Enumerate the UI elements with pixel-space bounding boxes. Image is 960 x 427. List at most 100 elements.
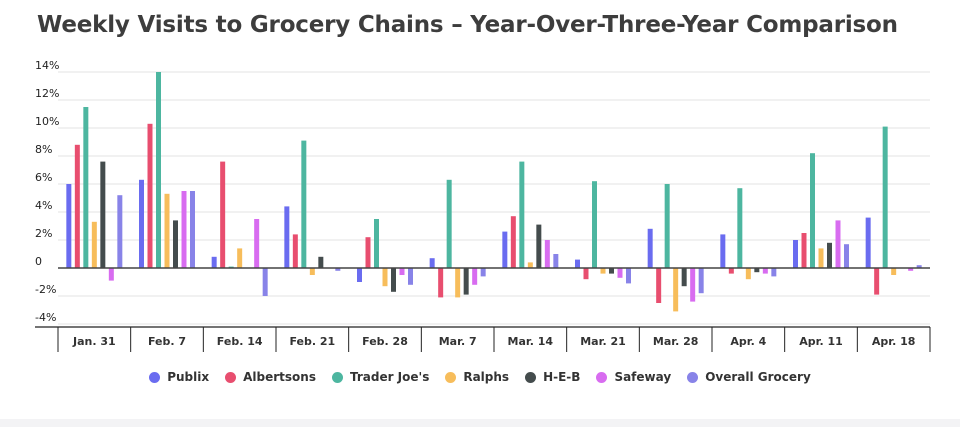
bar-ralphs xyxy=(382,268,388,287)
x-category-label: Jan. 31 xyxy=(72,335,116,348)
bar-overall-grocery xyxy=(844,244,849,268)
legend-swatch xyxy=(225,371,237,383)
bar-publix xyxy=(66,184,72,268)
bar-safeway xyxy=(399,268,405,275)
bar-h-e-b xyxy=(681,268,687,287)
bar-safeway xyxy=(617,268,623,278)
bar-ralphs xyxy=(818,248,824,268)
bar-trader-joe-s xyxy=(882,126,888,268)
legend-label: Ralphs xyxy=(463,370,510,384)
legend-swatch xyxy=(445,371,457,383)
bar-albertsons xyxy=(147,123,153,268)
bar-overall-grocery xyxy=(117,195,123,268)
bar-albertsons xyxy=(801,233,807,268)
bar-chart: 14% 12% 10% 8% 6% 4% 2% 0 -2% -4% Jan. 31 Feb. 7 Fe… xyxy=(35,59,931,352)
bar-overall-grocery xyxy=(698,268,704,294)
x-category-label: Apr. 4 xyxy=(730,335,766,348)
bar-albertsons xyxy=(656,268,662,303)
bar-overall-grocery xyxy=(335,268,341,271)
bar-safeway xyxy=(181,191,187,268)
bar-ralphs xyxy=(455,268,461,298)
bar-h-e-b xyxy=(173,220,178,268)
x-category-label: Mar. 7 xyxy=(439,335,477,348)
bar-albertsons xyxy=(438,268,444,298)
axes xyxy=(35,267,931,352)
bar-publix xyxy=(865,217,871,268)
legend-item: Overall Grocery xyxy=(687,370,811,384)
bars xyxy=(66,72,922,312)
bar-h-e-b xyxy=(100,161,106,268)
legend-swatch xyxy=(149,371,161,383)
x-category-label: Apr. 18 xyxy=(872,335,916,348)
bar-albertsons xyxy=(220,161,226,268)
x-category-label: Feb. 14 xyxy=(217,335,263,348)
bar-safeway xyxy=(108,268,114,281)
x-category-label: Feb. 7 xyxy=(148,335,186,348)
x-category-label: Mar. 28 xyxy=(653,335,699,348)
bar-ralphs xyxy=(745,268,751,280)
bar-publix xyxy=(139,179,144,268)
legend-label: H-E-B xyxy=(543,370,581,384)
y-tick-label: 10% xyxy=(35,115,59,128)
bar-albertsons xyxy=(510,216,516,268)
bar-overall-grocery xyxy=(262,268,268,296)
bar-ralphs xyxy=(164,193,170,268)
bar-albertsons xyxy=(365,237,371,268)
y-tick-label: 12% xyxy=(35,87,59,100)
bar-overall-grocery xyxy=(916,265,922,268)
bar-albertsons xyxy=(292,234,298,268)
bar-safeway xyxy=(254,219,260,268)
legend-swatch xyxy=(596,371,608,383)
bar-h-e-b xyxy=(827,242,832,268)
bar-publix xyxy=(211,256,217,268)
bar-publix xyxy=(647,228,653,268)
legend-item: Ralphs xyxy=(445,370,509,384)
y-tick-label: -4% xyxy=(35,311,56,324)
bar-trader-joe-s xyxy=(592,181,597,268)
bar-publix xyxy=(793,240,798,268)
bar-trader-joe-s xyxy=(374,219,379,268)
bar-publix xyxy=(357,268,362,282)
legend-swatch xyxy=(525,371,537,383)
bar-overall-grocery xyxy=(626,268,631,284)
bar-trader-joe-s xyxy=(301,140,307,268)
bar-publix xyxy=(429,258,435,268)
bar-ralphs xyxy=(891,268,897,275)
x-category-label: Feb. 28 xyxy=(362,335,408,348)
bar-ralphs xyxy=(309,268,315,275)
bar-trader-joe-s xyxy=(446,179,452,268)
bar-publix xyxy=(575,259,580,268)
x-category-label: Mar. 14 xyxy=(508,335,554,348)
bar-safeway xyxy=(835,220,841,268)
bar-trader-joe-s xyxy=(83,107,89,268)
bar-trader-joe-s xyxy=(664,184,670,268)
legend-item: H-E-B xyxy=(525,370,580,384)
bar-ralphs xyxy=(673,268,679,312)
bar-h-e-b xyxy=(754,268,760,273)
legend: Publix Albertsons Trader Joe's Ralphs H-E-B S… xyxy=(0,370,960,384)
y-tick-label: 0 xyxy=(35,255,42,268)
bar-safeway xyxy=(544,240,550,268)
bar-ralphs xyxy=(600,268,606,274)
legend-label: Publix xyxy=(167,370,210,384)
bar-trader-joe-s xyxy=(810,153,815,268)
x-category-label: Feb. 21 xyxy=(289,335,335,348)
bar-h-e-b xyxy=(318,256,324,268)
bar-publix xyxy=(284,206,290,268)
legend-label: Safeway xyxy=(614,370,672,384)
legend-label: Overall Grocery xyxy=(705,370,811,384)
legend-item: Albertsons xyxy=(225,370,316,384)
bar-trader-joe-s xyxy=(156,72,161,268)
bar-albertsons xyxy=(74,144,80,268)
legend-swatch xyxy=(687,371,699,383)
bar-safeway xyxy=(472,268,478,285)
y-tick-label: 4% xyxy=(35,199,52,212)
bar-safeway xyxy=(908,268,914,271)
bar-albertsons xyxy=(728,268,734,274)
legend-swatch xyxy=(331,371,343,383)
bar-h-e-b xyxy=(609,268,614,274)
bar-trader-joe-s xyxy=(519,161,525,268)
bar-h-e-b xyxy=(536,224,542,268)
chart-title: Weekly Visits to Grocery Chains – Year-O… xyxy=(37,12,898,38)
bar-publix xyxy=(502,231,508,268)
